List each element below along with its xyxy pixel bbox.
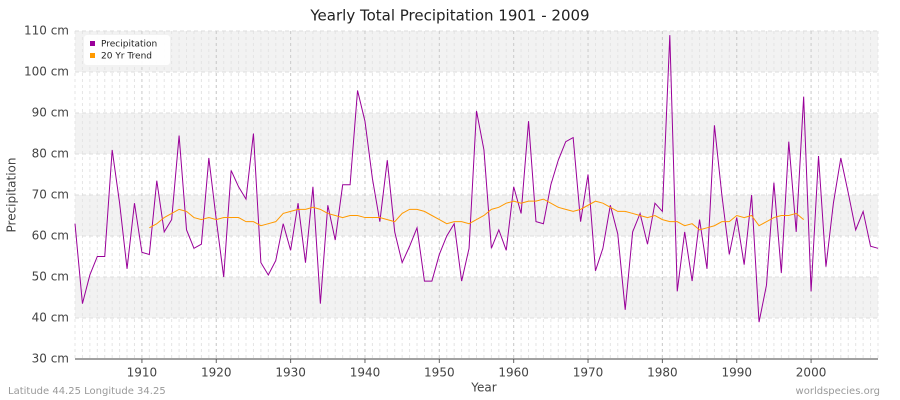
legend-swatch [90,53,95,58]
chart-title: Yearly Total Precipitation 1901 - 2009 [309,7,589,25]
y-tick-label: 80 cm [32,147,69,161]
y-axis-label: Precipitation [5,157,19,232]
x-tick-label: 1930 [275,366,306,380]
y-tick-label: 40 cm [32,311,69,325]
x-axis-label: Year [470,381,496,395]
x-tick-label: 1910 [127,366,158,380]
y-tick-label: 30 cm [32,352,69,366]
legend-label: 20 Yr Trend [101,52,152,62]
x-tick-label: 1980 [647,366,678,380]
legend-label: Precipitation [101,40,157,50]
x-tick-label: 1940 [350,366,381,380]
y-tick-label: 110 cm [24,24,69,38]
x-tick-label: 1920 [201,366,232,380]
legend: Precipitation 20 Yr Trend [84,35,170,65]
x-tick-label: 1960 [498,366,529,380]
y-tick-label: 60 cm [32,229,69,243]
x-tick-label: 2000 [796,366,827,380]
footer-left: Latitude 44.25 Longitude 34.25 [8,386,166,397]
x-tick-label: 1970 [573,366,604,380]
y-tick-label: 50 cm [32,270,69,284]
legend-swatch [90,41,95,46]
y-tick-label: 100 cm [24,65,69,79]
y-tick-label: 90 cm [32,106,69,120]
data-line [149,198,804,231]
y-tick-label: 70 cm [32,188,69,202]
legend-box [84,35,170,65]
data-line [74,35,879,323]
footer-right: worldspecies.org [796,386,880,397]
x-tick-label: 1990 [721,366,752,380]
x-tick-label: 1950 [424,366,455,380]
